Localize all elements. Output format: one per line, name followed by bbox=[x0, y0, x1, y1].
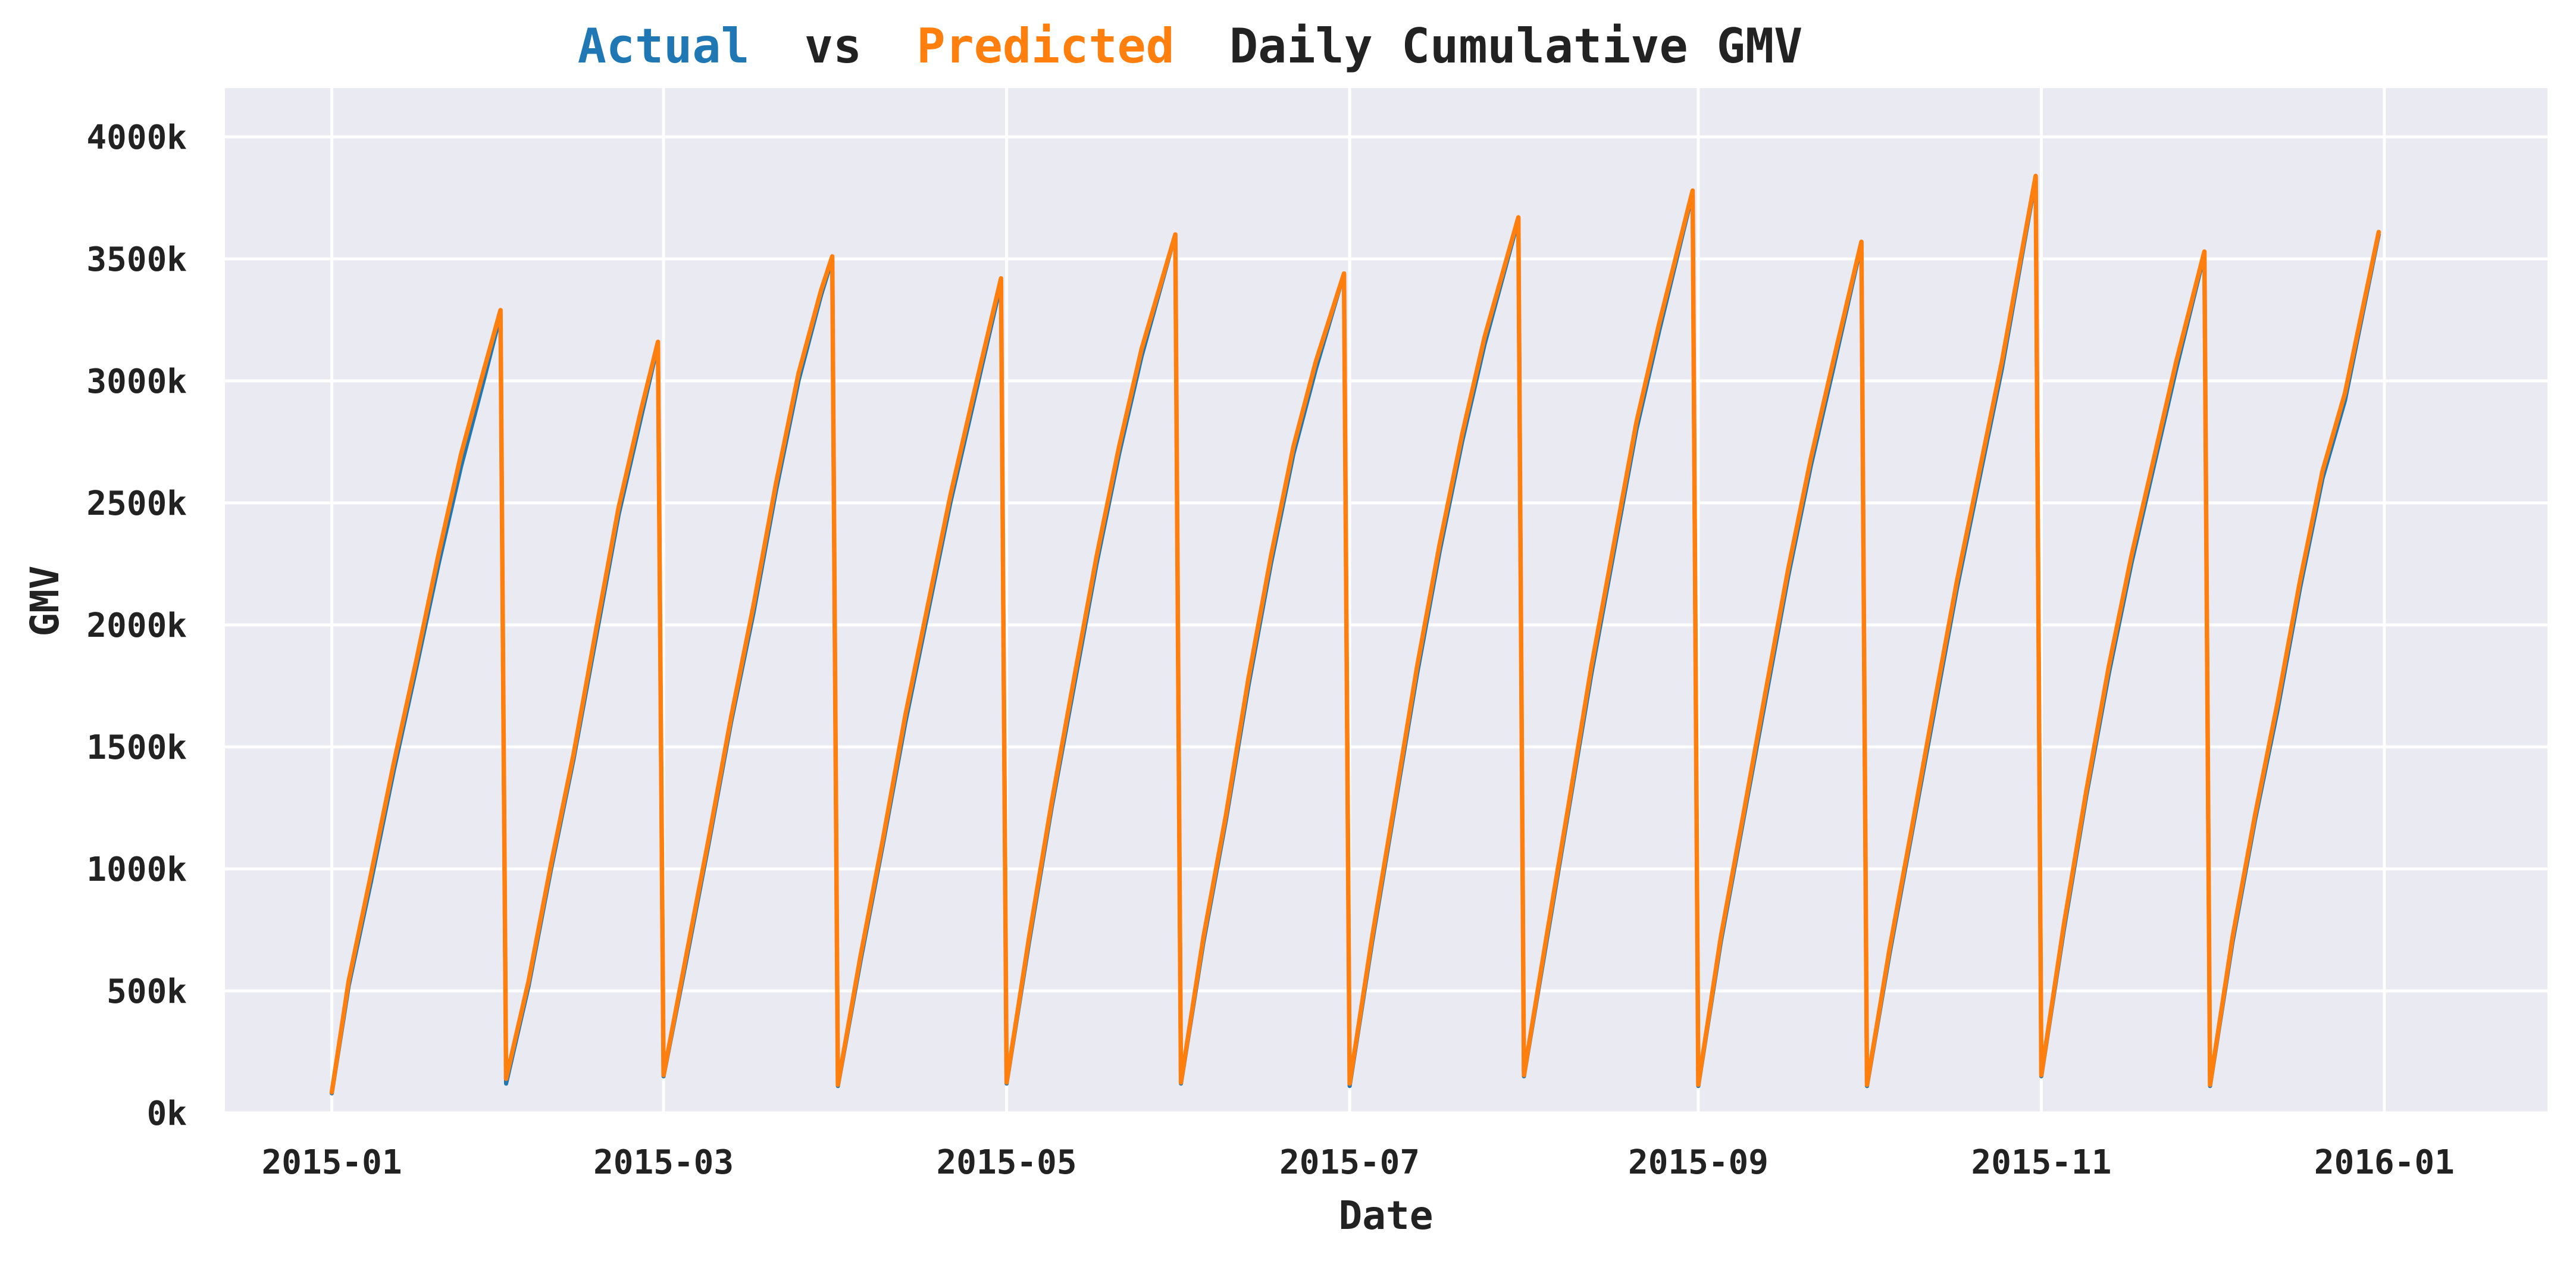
title-word-actual: Actual bbox=[578, 18, 750, 74]
y-axis-label: GMV bbox=[22, 565, 68, 636]
plot-area bbox=[225, 88, 2547, 1113]
y-tick-label: 1000k bbox=[86, 850, 187, 889]
x-tick-label: 2015-05 bbox=[937, 1143, 1077, 1182]
title-word-predicted: Predicted bbox=[916, 18, 1174, 74]
title-rest: Daily Cumulative GMV bbox=[1229, 18, 1802, 74]
y-tick-label: 2000k bbox=[86, 606, 187, 645]
predicted-series-line bbox=[329, 173, 2381, 1094]
y-tick-label: 2500k bbox=[86, 484, 187, 523]
y-tick-label: 3000k bbox=[86, 362, 187, 401]
grid-lines bbox=[225, 88, 2547, 1115]
y-tick-labels: 0k 500k 1000k 1500k 2000k 2500k 3000k 3500k 4000… bbox=[86, 118, 187, 1133]
chart-title: Actual vs Predicted Daily Cumulative GMV bbox=[578, 18, 1803, 74]
x-axis-label: Date bbox=[1339, 1193, 1433, 1238]
y-tick-label: 500k bbox=[107, 972, 187, 1011]
x-tick-label: 2015-07 bbox=[1279, 1143, 1420, 1182]
y-tick-label: 4000k bbox=[86, 118, 187, 157]
y-tick-label: 3500k bbox=[86, 240, 187, 279]
x-tick-label: 2015-09 bbox=[1628, 1143, 1769, 1182]
x-tick-labels: 2015-01 2015-03 2015-05 2015-07 2015-09 2015-… bbox=[262, 1143, 2455, 1182]
x-tick-label: 2015-01 bbox=[262, 1143, 402, 1182]
y-tick-label: 0k bbox=[147, 1094, 187, 1133]
x-tick-label: 2016-01 bbox=[2314, 1143, 2455, 1182]
title-word-vs: vs bbox=[805, 18, 862, 74]
x-tick-label: 2015-03 bbox=[593, 1143, 734, 1182]
series-lines bbox=[329, 173, 2381, 1096]
y-tick-label: 1500k bbox=[86, 728, 187, 767]
x-tick-label: 2015-11 bbox=[1971, 1143, 2111, 1182]
